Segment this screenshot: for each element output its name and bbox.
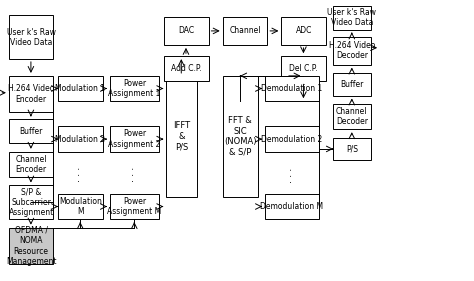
FancyBboxPatch shape [9,185,54,219]
Text: H.264 Video
Encoder: H.264 Video Encoder [8,84,55,104]
FancyBboxPatch shape [223,17,267,45]
Text: Demodulation M: Demodulation M [260,202,323,211]
Text: Add C.P.: Add C.P. [171,64,201,73]
FancyBboxPatch shape [333,6,371,30]
Text: Modulation 2: Modulation 2 [55,135,106,144]
Text: Channel
Decoder: Channel Decoder [336,107,368,126]
Text: Modulation
M: Modulation M [59,197,102,216]
Text: OFDMA /
NOMA
Resource
Management: OFDMA / NOMA Resource Management [6,226,56,266]
FancyBboxPatch shape [9,152,54,177]
FancyBboxPatch shape [9,15,54,59]
Text: User k's Raw
Video Data: User k's Raw Video Data [7,28,55,47]
Text: · · ·: · · · [287,168,297,183]
Text: Del C.P.: Del C.P. [289,64,318,73]
FancyBboxPatch shape [110,194,159,219]
FancyBboxPatch shape [265,194,319,219]
FancyBboxPatch shape [333,37,371,65]
Text: P/S: P/S [346,144,358,153]
FancyBboxPatch shape [110,126,159,152]
Text: DAC: DAC [178,26,194,35]
Text: ADC: ADC [295,26,312,35]
FancyBboxPatch shape [9,119,54,143]
FancyBboxPatch shape [164,56,209,81]
FancyBboxPatch shape [58,76,103,101]
FancyBboxPatch shape [265,126,319,152]
Text: IFFT
&
P/S: IFFT & P/S [173,121,190,151]
Text: Channel: Channel [229,26,261,35]
Text: Modulation 1: Modulation 1 [55,84,106,93]
FancyBboxPatch shape [282,17,326,45]
Text: FFT &
SIC
(NOMA)
& S/P: FFT & SIC (NOMA) & S/P [224,116,256,157]
Text: Channel
Encoder: Channel Encoder [15,155,47,174]
FancyBboxPatch shape [9,76,54,112]
FancyBboxPatch shape [333,104,371,129]
FancyBboxPatch shape [282,56,326,81]
FancyBboxPatch shape [166,76,197,197]
FancyBboxPatch shape [58,194,103,219]
Text: User k's Raw
Video Data: User k's Raw Video Data [328,8,376,27]
Text: S/P &
Subcarrier
Assignment: S/P & Subcarrier Assignment [9,187,54,217]
FancyBboxPatch shape [164,17,209,45]
Text: · · ·: · · · [129,167,139,182]
FancyBboxPatch shape [9,228,54,264]
Text: H.264 Video
Decoder: H.264 Video Decoder [328,41,375,60]
Text: Power
Assignment 1: Power Assignment 1 [109,79,161,98]
FancyBboxPatch shape [333,73,371,96]
Text: Buffer: Buffer [340,80,364,89]
FancyBboxPatch shape [265,76,319,101]
Text: Demodulation 2: Demodulation 2 [261,135,322,144]
Text: Buffer: Buffer [19,127,43,136]
Text: · · ·: · · · [75,167,85,182]
Text: Power
Assignment 2: Power Assignment 2 [109,129,161,149]
FancyBboxPatch shape [223,76,258,197]
Text: Demodulation 1: Demodulation 1 [261,84,322,93]
FancyBboxPatch shape [333,138,371,160]
FancyBboxPatch shape [110,76,159,101]
Text: Power
Assignment M: Power Assignment M [108,197,162,216]
FancyBboxPatch shape [58,126,103,152]
